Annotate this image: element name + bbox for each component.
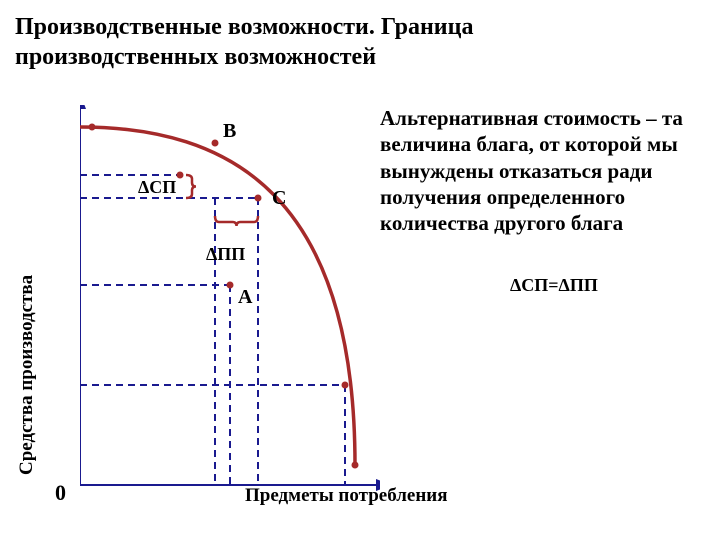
opportunity-cost-definition: Альтернативная стоимость – та величина б… xyxy=(380,105,710,236)
delta-pp-label: ΔПП xyxy=(206,244,245,264)
formula-dsp-eq-dpp: ΔСП=ΔПП xyxy=(510,275,598,296)
title-line-1: Производственные возможности. Граница xyxy=(15,14,473,40)
point-label-B: B xyxy=(223,120,236,142)
y-axis-label: Средства производства xyxy=(16,275,38,475)
page-title: Производственные возможности. Граница пр… xyxy=(15,12,705,72)
point-label-C: C xyxy=(272,187,286,209)
origin-label: 0 xyxy=(55,480,66,506)
point-label-A: A xyxy=(238,286,253,308)
title-line-2: производственных возможностей xyxy=(15,44,376,70)
ppf-chart: B C A ΔСП ΔПП xyxy=(80,105,380,500)
delta-sp-label: ΔСП xyxy=(138,177,176,197)
